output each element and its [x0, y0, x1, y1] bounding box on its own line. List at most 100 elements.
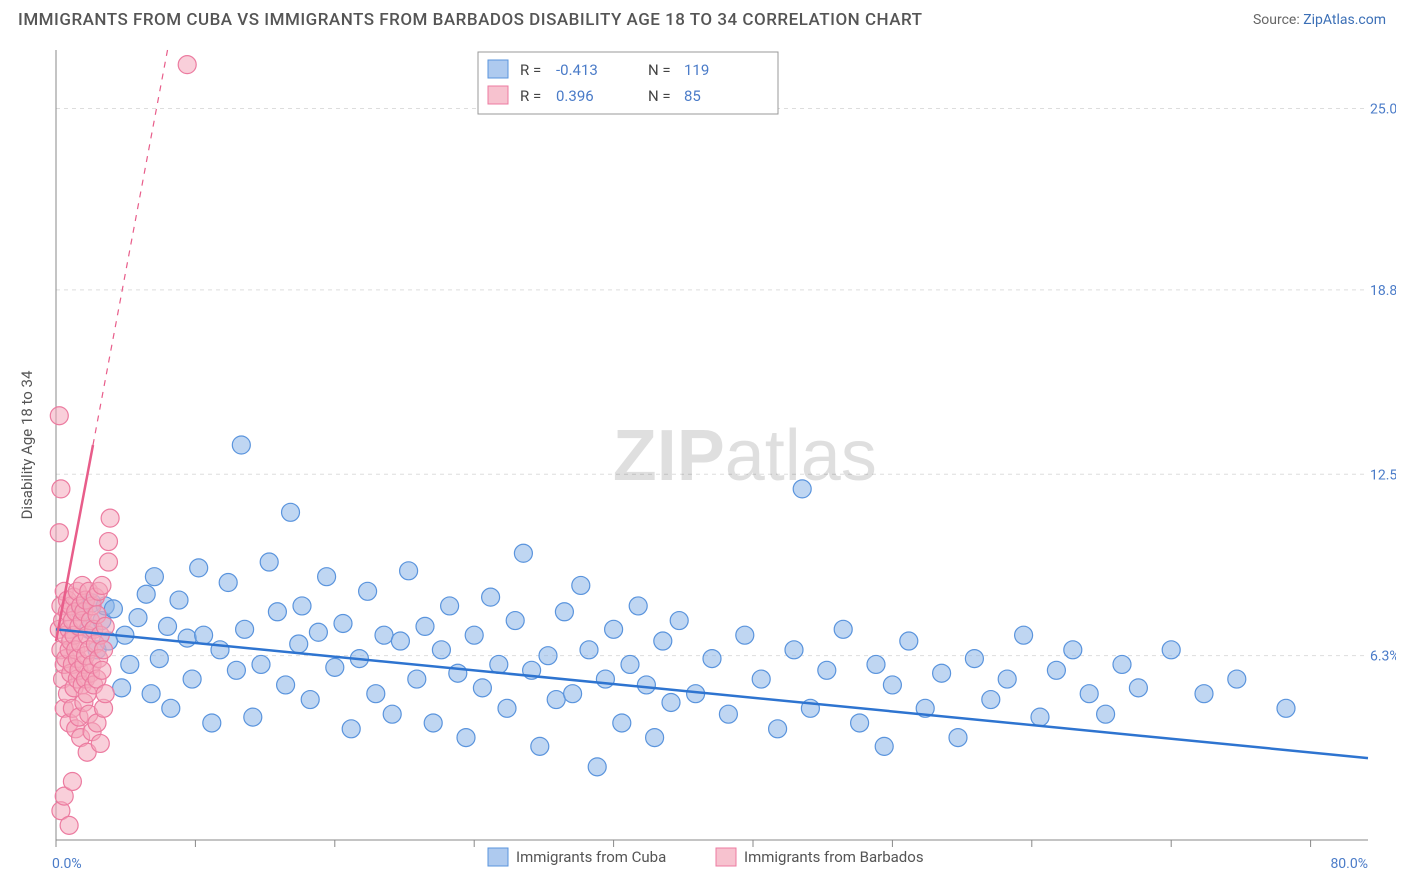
- data-point: [60, 816, 78, 834]
- data-point: [326, 658, 344, 676]
- legend-r-value: -0.413: [556, 61, 598, 79]
- data-point: [719, 705, 737, 723]
- data-point: [588, 758, 606, 776]
- data-point: [318, 568, 336, 586]
- data-point: [293, 597, 311, 615]
- data-point: [883, 676, 901, 694]
- data-point: [539, 647, 557, 665]
- data-point: [465, 626, 483, 644]
- data-point: [91, 734, 109, 752]
- data-point: [391, 632, 409, 650]
- y-axis-label: Disability Age 18 to 34: [18, 370, 36, 519]
- data-point: [637, 676, 655, 694]
- data-point: [662, 693, 680, 711]
- data-point: [1162, 641, 1180, 659]
- data-point: [424, 714, 442, 732]
- data-point: [818, 661, 836, 679]
- data-point: [211, 641, 229, 659]
- data-point: [1129, 679, 1147, 697]
- data-point: [900, 632, 918, 650]
- data-point: [142, 685, 160, 703]
- data-point: [121, 655, 139, 673]
- data-point: [50, 407, 68, 425]
- data-point: [564, 685, 582, 703]
- data-point: [96, 685, 114, 703]
- legend-r-label: R =: [520, 61, 541, 79]
- watermark: ZIPatlas: [613, 416, 877, 496]
- data-point: [93, 576, 111, 594]
- legend-r-label: R =: [520, 87, 541, 105]
- data-point: [785, 641, 803, 659]
- data-point: [605, 620, 623, 638]
- x-max-label: 80.0%: [1330, 856, 1368, 872]
- source-attribution: Source: ZipAtlas.com: [1253, 12, 1386, 28]
- source-prefix: Source:: [1253, 12, 1303, 28]
- data-point: [93, 661, 111, 679]
- data-point: [432, 641, 450, 659]
- data-point: [949, 729, 967, 747]
- data-point: [793, 480, 811, 498]
- data-point: [383, 705, 401, 723]
- legend-n-label: N =: [648, 87, 671, 105]
- data-point: [670, 612, 688, 630]
- data-point: [277, 676, 295, 694]
- data-point: [629, 597, 647, 615]
- data-point: [145, 568, 163, 586]
- data-point: [416, 617, 434, 635]
- data-point: [531, 737, 549, 755]
- data-point: [547, 691, 565, 709]
- data-point: [621, 655, 639, 673]
- data-point: [290, 635, 308, 653]
- data-point: [555, 603, 573, 621]
- data-point: [400, 562, 418, 580]
- data-point: [933, 664, 951, 682]
- data-point: [170, 591, 188, 609]
- legend-swatch: [488, 60, 508, 78]
- data-point: [473, 679, 491, 697]
- data-point: [703, 650, 721, 668]
- data-point: [1015, 626, 1033, 644]
- data-point: [178, 629, 196, 647]
- data-point: [1113, 655, 1131, 673]
- data-point: [52, 480, 70, 498]
- data-point: [1064, 641, 1082, 659]
- data-point: [195, 626, 213, 644]
- footer-legend-label: Immigrants from Cuba: [516, 848, 666, 866]
- data-point: [851, 714, 869, 732]
- data-point: [572, 576, 590, 594]
- data-point: [408, 670, 426, 688]
- data-point: [646, 729, 664, 747]
- x-min-label: 0.0%: [52, 856, 82, 872]
- legend-n-value: 85: [684, 87, 701, 105]
- legend-r-value: 0.396: [556, 87, 594, 105]
- data-point: [441, 597, 459, 615]
- data-point: [736, 626, 754, 644]
- data-point: [982, 691, 1000, 709]
- data-point: [129, 609, 147, 627]
- data-point: [1080, 685, 1098, 703]
- data-point: [834, 620, 852, 638]
- chart-area: 6.3%12.5%18.8%25.0%ZIPatlas0.0%80.0%Disa…: [18, 40, 1396, 882]
- data-point: [150, 650, 168, 668]
- data-point: [506, 612, 524, 630]
- data-point: [113, 679, 131, 697]
- source-link[interactable]: ZipAtlas.com: [1303, 12, 1386, 28]
- scatter-chart-svg: 6.3%12.5%18.8%25.0%ZIPatlas0.0%80.0%Disa…: [18, 40, 1396, 882]
- chart-title: IMMIGRANTS FROM CUBA VS IMMIGRANTS FROM …: [18, 10, 923, 30]
- footer-legend-label: Immigrants from Barbados: [744, 848, 924, 866]
- data-point: [268, 603, 286, 621]
- data-point: [137, 585, 155, 603]
- data-point: [965, 650, 983, 668]
- data-point: [1277, 699, 1295, 717]
- data-point: [1031, 708, 1049, 726]
- data-point: [236, 620, 254, 638]
- trend-line-dashed: [93, 50, 168, 445]
- data-point: [769, 720, 787, 738]
- data-point: [359, 582, 377, 600]
- data-point: [162, 699, 180, 717]
- data-point: [580, 641, 598, 659]
- data-point: [1228, 670, 1246, 688]
- y-tick-label: 12.5%: [1370, 467, 1396, 483]
- data-point: [301, 691, 319, 709]
- data-point: [514, 544, 532, 562]
